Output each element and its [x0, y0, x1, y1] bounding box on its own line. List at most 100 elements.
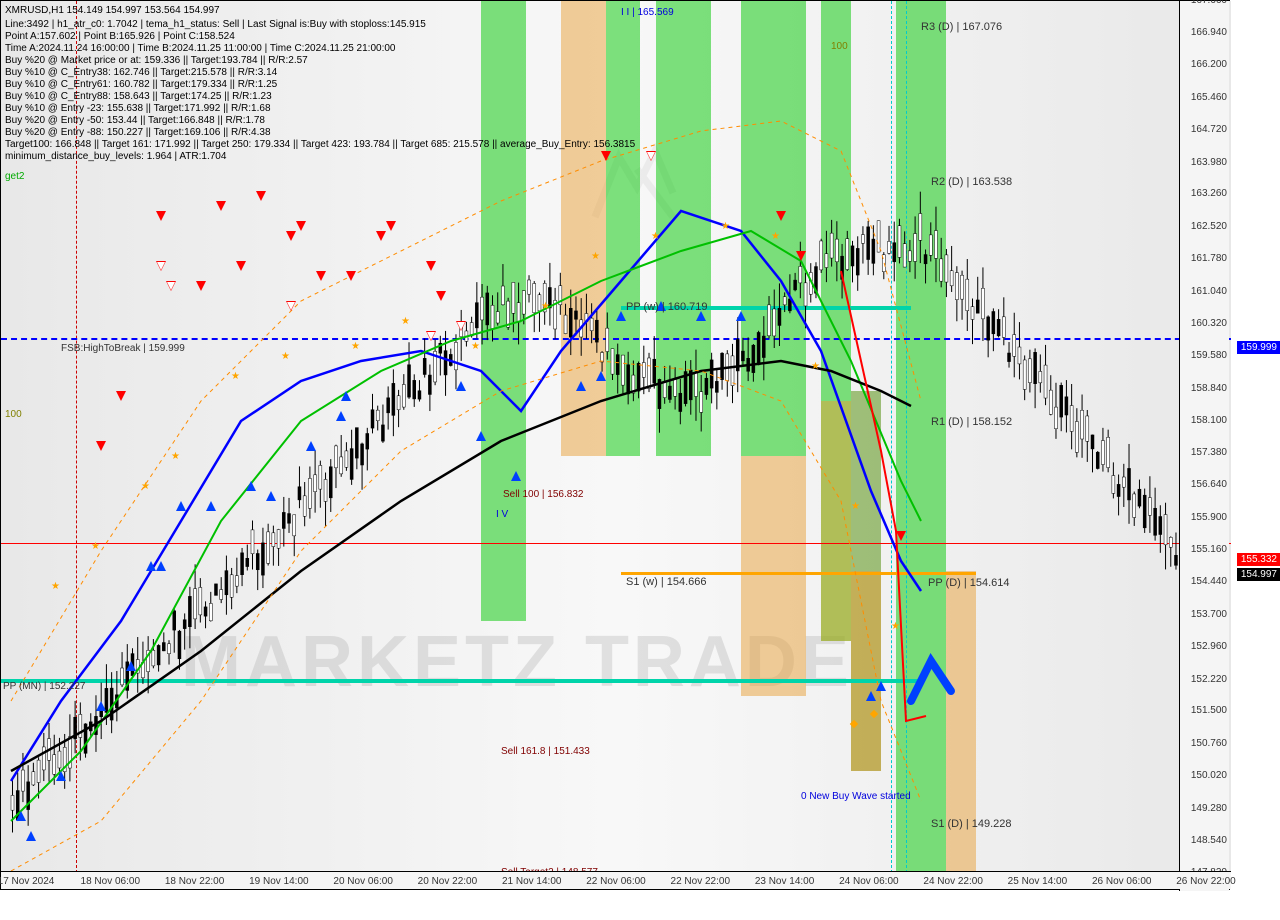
y-tick-label: 155.160	[1191, 544, 1227, 555]
pivot-s1d: S1 (D) | 149.228	[931, 818, 1012, 830]
info-line: Buy %10 @ C_Entry88: 158.643 || Target:1…	[5, 91, 272, 102]
y-tick-label: 166.940	[1191, 27, 1227, 38]
arrow-down-outline-icon	[166, 281, 176, 291]
star-marker-icon: ★	[51, 581, 60, 592]
y-tick-label: 166.200	[1191, 59, 1227, 70]
pivot-r2d: R2 (D) | 163.538	[931, 176, 1012, 188]
info-line: Buy %20 @ Entry -88: 150.227 || Target:1…	[5, 127, 271, 138]
arrow-up-icon	[126, 661, 136, 671]
info-line: Buy %20 @ Entry -50: 153.44 || Target:16…	[5, 115, 265, 126]
y-tick-label: 161.040	[1191, 286, 1227, 297]
pivot-ppw: PP (w) | 160.719	[626, 301, 708, 313]
star-marker-icon: ★	[541, 301, 550, 312]
y-tick-label: 161.780	[1191, 253, 1227, 264]
star-marker-icon: ★	[141, 481, 150, 492]
y-tick-label: 150.020	[1191, 770, 1227, 781]
arrow-up-icon	[96, 701, 106, 711]
y-axis: 167.660166.940166.200165.460164.720163.9…	[1179, 1, 1229, 891]
y-tick-label: 152.220	[1191, 674, 1227, 685]
arrow-down-outline-icon	[456, 321, 466, 331]
arrow-down-icon	[256, 191, 266, 201]
arrow-up-icon	[26, 831, 36, 841]
hundred-left-label: 100	[5, 409, 22, 420]
arrow-down-icon	[896, 531, 906, 541]
star-marker-icon: ★	[471, 341, 480, 352]
price-tag-current: 154.997	[1237, 568, 1280, 581]
y-tick-label: 164.720	[1191, 124, 1227, 135]
y-tick-label: 158.840	[1191, 383, 1227, 394]
pivot-ppd: PP (D) | 154.614	[928, 577, 1010, 589]
x-tick-label: 23 Nov 14:00	[755, 876, 815, 887]
x-tick-label: 24 Nov 06:00	[839, 876, 899, 887]
arrow-down-icon	[196, 281, 206, 291]
arrow-down-icon	[436, 291, 446, 301]
arrow-up-icon	[736, 311, 746, 321]
info-line: minimum_distance_buy_levels: 1.964 | ATR…	[5, 151, 226, 162]
y-tick-label: 163.260	[1191, 188, 1227, 199]
arrow-up-icon	[176, 501, 186, 511]
arrow-up-icon	[576, 381, 586, 391]
arrow-down-icon	[386, 221, 396, 231]
price-tag-bluedash: 159.999	[1237, 341, 1280, 354]
arrow-down-icon	[96, 441, 106, 451]
chart-symbol-header: XMRUSD,H1 154.149 154.997 153.564 154.99…	[5, 5, 220, 16]
info-line: Buy %10 @ C_Entry61: 160.782 || Target:1…	[5, 79, 277, 90]
arrow-down-icon	[286, 231, 296, 241]
star-marker-icon: ★	[721, 221, 730, 232]
arrow-down-outline-icon	[646, 151, 656, 161]
arrow-up-icon	[56, 771, 66, 781]
arrow-down-icon	[601, 151, 611, 161]
arrow-up-icon	[206, 501, 216, 511]
x-tick-label: 26 Nov 22:00	[1176, 876, 1236, 887]
info-line: Line:3492 | h1_atr_c0: 1.7042 | tema_h1_…	[5, 19, 426, 30]
star-marker-icon: ★	[281, 351, 290, 362]
arrow-down-outline-icon	[156, 261, 166, 271]
y-tick-label: 154.440	[1191, 576, 1227, 587]
sell-100-label: Sell 100 | 156.832	[503, 489, 583, 500]
info-line: Buy %10 @ Entry -23: 155.638 || Target:1…	[5, 103, 271, 114]
y-tick-label: 151.500	[1191, 705, 1227, 716]
chart-area[interactable]: MARKETZ TRADE ★★★★★★★★★★★★★★★★★ XMRUSD,H…	[1, 1, 1231, 873]
top-ii-label: I I | 165.569	[621, 7, 674, 18]
star-marker-icon: ★	[771, 231, 780, 242]
arrow-up-icon	[866, 691, 876, 701]
chart-container: MARKETZ TRADE ★★★★★★★★★★★★★★★★★ XMRUSD,H…	[0, 0, 1230, 890]
fsb-label: FSB:HighToBreak | 159.999	[61, 343, 185, 354]
x-tick-label: 20 Nov 06:00	[333, 876, 393, 887]
pivot-r3d: R3 (D) | 167.076	[921, 21, 1002, 33]
arrow-down-icon	[776, 211, 786, 221]
x-tick-label: 21 Nov 14:00	[502, 876, 562, 887]
arrow-up-icon	[616, 311, 626, 321]
star-marker-icon: ★	[811, 361, 820, 372]
price-tag-red: 155.332	[1237, 553, 1280, 566]
x-tick-label: 22 Nov 06:00	[586, 876, 646, 887]
y-tick-label: 150.760	[1191, 738, 1227, 749]
x-tick-label: 26 Nov 06:00	[1092, 876, 1152, 887]
arrow-up-icon	[336, 411, 346, 421]
star-marker-icon: ★	[351, 341, 360, 352]
arrow-up-icon	[146, 561, 156, 571]
arrow-down-icon	[316, 271, 326, 281]
info-line: Point A:157.602 | Point B:165.926 | Poin…	[5, 31, 235, 42]
star-marker-icon: ★	[401, 316, 410, 327]
arrow-up-icon	[306, 441, 316, 451]
y-tick-label: 157.380	[1191, 447, 1227, 458]
y-tick-label: 165.460	[1191, 92, 1227, 103]
arrow-up-icon	[246, 481, 256, 491]
sell-161-label: Sell 161.8 | 151.433	[501, 746, 590, 757]
arrow-down-icon	[296, 221, 306, 231]
iv-label: I V	[496, 509, 508, 520]
info-line: Buy %20 @ Market price or at: 159.336 ||…	[5, 55, 308, 66]
hundred-right-label: 100	[831, 41, 848, 52]
x-tick-label: 18 Nov 06:00	[81, 876, 141, 887]
star-marker-icon: ★	[891, 621, 900, 632]
new-buy-wave-label: 0 New Buy Wave started	[801, 791, 911, 802]
x-axis: 17 Nov 202418 Nov 06:0018 Nov 22:0019 No…	[1, 871, 1231, 889]
y-tick-label: 163.980	[1191, 157, 1227, 168]
arrow-up-icon	[511, 471, 521, 481]
y-tick-label: 159.580	[1191, 350, 1227, 361]
arrow-up-icon	[456, 381, 466, 391]
y-tick-label: 153.700	[1191, 609, 1227, 620]
y-tick-label: 160.320	[1191, 318, 1227, 329]
star-marker-icon: ★	[171, 451, 180, 462]
